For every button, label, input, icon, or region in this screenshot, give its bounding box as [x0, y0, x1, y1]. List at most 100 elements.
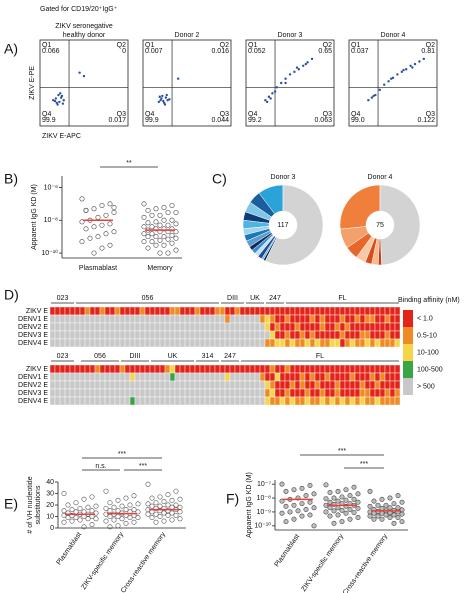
- event-point: [58, 100, 61, 104]
- legend-swatch: [403, 361, 413, 378]
- heatmap-cell: [99, 314, 106, 324]
- data-point: [395, 514, 401, 520]
- data-point: [99, 202, 105, 208]
- heatmap-cell: [154, 306, 161, 316]
- legend-swatch: [403, 327, 413, 344]
- quadrant-name: Q4: [42, 111, 51, 118]
- heatmap-cell: [384, 388, 391, 398]
- heatmap-cell: [169, 330, 176, 340]
- data-point: [379, 505, 385, 511]
- heatmap-cell: [199, 330, 206, 340]
- heatmap-cell: [354, 330, 361, 340]
- segment-label: UK: [250, 295, 260, 302]
- heatmap-cell: [139, 372, 146, 382]
- heatmap-cell: [274, 338, 281, 348]
- event-point: [177, 77, 180, 80]
- heatmap-cell: [59, 338, 66, 348]
- heatmap-cell: [159, 314, 166, 324]
- data-point: [141, 214, 147, 220]
- heatmap-cell: [284, 338, 291, 348]
- heatmap-cell: [374, 396, 381, 406]
- quadrant-name: Q4: [351, 111, 360, 118]
- data-point: [173, 488, 179, 494]
- data-point: [395, 505, 401, 511]
- data-point: [135, 509, 141, 515]
- heatmap-cell: [289, 338, 296, 348]
- y-tick-label: 10⁻⁸: [257, 495, 271, 502]
- heatmap-cell: [389, 396, 396, 406]
- heatmap-cell: [374, 380, 381, 390]
- heatmap-cell: [349, 306, 356, 316]
- heatmap-cell: [184, 380, 191, 390]
- heatmap-cell: [299, 322, 306, 332]
- heatmap-cell: [254, 322, 261, 332]
- data-point: [87, 235, 93, 241]
- heatmap-cell: [69, 364, 76, 374]
- heatmap-cell: [59, 364, 66, 374]
- heatmap-cell: [309, 306, 316, 316]
- segment-label: 056: [142, 295, 154, 302]
- plot-title: healthy donor: [63, 32, 106, 39]
- heatmap-cell: [379, 314, 386, 324]
- gate-title: Gated for CD19/20⁺IgG⁺: [40, 6, 118, 13]
- heatmap-cell: [229, 322, 236, 332]
- heatmap-cell: [319, 380, 326, 390]
- heatmap-cell: [299, 314, 306, 324]
- data-point: [331, 508, 337, 514]
- heatmap-cell: [324, 364, 331, 374]
- heatmap-cell: [109, 364, 116, 374]
- heatmap-cell: [234, 330, 241, 340]
- heatmap-cell: [249, 338, 256, 348]
- data-point: [331, 520, 337, 526]
- heatmap-cell: [144, 388, 151, 398]
- data-point: [95, 214, 101, 220]
- heatmap-cell: [124, 306, 131, 316]
- heatmap-cell: [204, 306, 211, 316]
- heatmap-cell: [64, 388, 71, 398]
- heatmap-cell: [269, 330, 276, 340]
- heatmap-cell: [114, 322, 121, 332]
- panel-label: B): [4, 171, 18, 187]
- heatmap-cell: [294, 306, 301, 316]
- data-point: [399, 511, 405, 517]
- plot-frame: [142, 39, 232, 127]
- heatmap-cell: [149, 396, 156, 406]
- data-point: [327, 513, 333, 519]
- event-point: [402, 68, 405, 72]
- heatmap-cell: [214, 306, 221, 316]
- legend-label: 100-500: [417, 366, 443, 373]
- data-point: [307, 499, 313, 505]
- segment-label: 056: [94, 353, 106, 360]
- heatmap-cell: [329, 338, 336, 348]
- heatmap-cell: [394, 306, 401, 316]
- heatmap-cell: [279, 372, 286, 382]
- data-point: [73, 515, 79, 521]
- heatmap-cell: [214, 330, 221, 340]
- heatmap-cell: [74, 380, 81, 390]
- heatmap-cell: [314, 338, 321, 348]
- heatmap-cell: [89, 306, 96, 316]
- heatmap-cell: [274, 364, 281, 374]
- heatmap-cell: [49, 388, 56, 398]
- heatmap-cell: [224, 330, 231, 340]
- heatmap-cell: [84, 314, 91, 324]
- heatmap-cell: [319, 338, 326, 348]
- event-point: [390, 77, 393, 80]
- legend-label: 0.5-10: [417, 332, 437, 339]
- data-point: [81, 509, 87, 515]
- heatmap-cell: [369, 380, 376, 390]
- heatmap-cell: [279, 338, 286, 348]
- data-point: [61, 519, 67, 525]
- heatmap-cell: [344, 364, 351, 374]
- heatmap-cell: [364, 364, 371, 374]
- heatmap-cell: [369, 338, 376, 348]
- heatmap-cell: [339, 388, 346, 398]
- data-point: [355, 505, 361, 511]
- heatmap-cell: [394, 338, 401, 348]
- data-point: [131, 519, 137, 525]
- heatmap-cell: [54, 396, 61, 406]
- data-point: [141, 201, 147, 207]
- heatmap-cell: [269, 396, 276, 406]
- heatmap-cell: [384, 322, 391, 332]
- event-point: [168, 98, 171, 101]
